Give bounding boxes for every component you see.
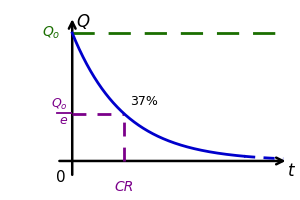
Text: Q: Q [76, 13, 89, 31]
Text: $e$: $e$ [59, 114, 68, 127]
Text: 0: 0 [56, 170, 66, 185]
Text: t: t [288, 162, 294, 180]
Text: $Q_o$: $Q_o$ [42, 25, 61, 41]
Text: CR: CR [115, 180, 134, 194]
Text: $Q_o$: $Q_o$ [51, 97, 68, 112]
Text: 37%: 37% [130, 95, 158, 108]
